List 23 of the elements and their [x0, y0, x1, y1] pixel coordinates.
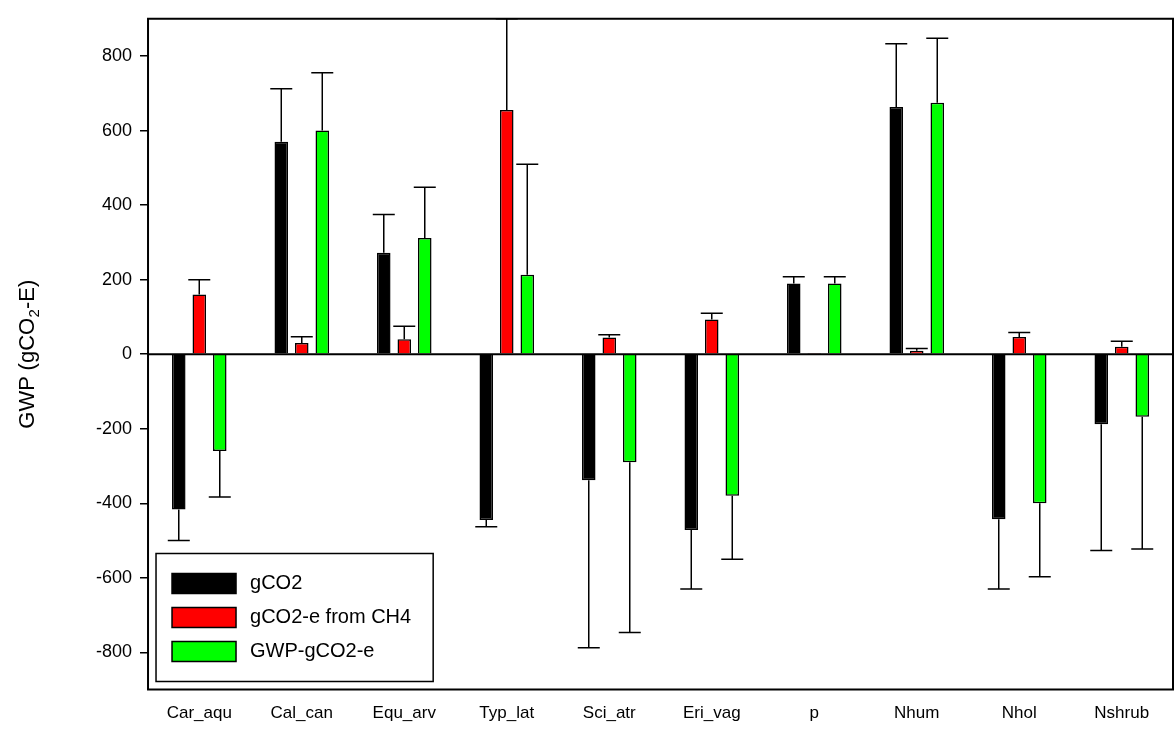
- x-tick-label: Nhum: [894, 703, 940, 723]
- y-tick-label: 200: [101, 268, 133, 289]
- x-tick-label: Typ_lat: [479, 703, 535, 723]
- x-tick-label: Nshrub: [1094, 703, 1150, 723]
- legend-label: gCO2-e from CH4: [250, 605, 412, 628]
- x-tick-label: Cal_can: [270, 703, 333, 723]
- y-tick-label: 800: [101, 45, 133, 66]
- y-tick-label: -800: [96, 641, 133, 662]
- y-tick-label: 400: [101, 194, 133, 215]
- legend-label: gCO2: [250, 571, 303, 594]
- x-tick-label: Car_aqu: [166, 703, 232, 723]
- y-tick-label: -200: [96, 417, 133, 438]
- y-tick-label: 0: [122, 343, 133, 364]
- y-axis-title: GWP (gCO2-E): [14, 279, 43, 429]
- x-tick-label: Nhol: [1001, 703, 1037, 723]
- y-tick-label: -600: [96, 566, 133, 587]
- x-tick-label: Eri_vag: [682, 703, 741, 723]
- x-tick-label: p: [809, 703, 819, 723]
- x-tick-label: Sci_atr: [582, 703, 637, 723]
- legend-label: GWP-gCO2-e: [250, 639, 375, 662]
- y-tick-label: -400: [96, 492, 133, 513]
- y-tick-label: 600: [101, 119, 133, 140]
- x-tick-label: Equ_arv: [372, 703, 437, 723]
